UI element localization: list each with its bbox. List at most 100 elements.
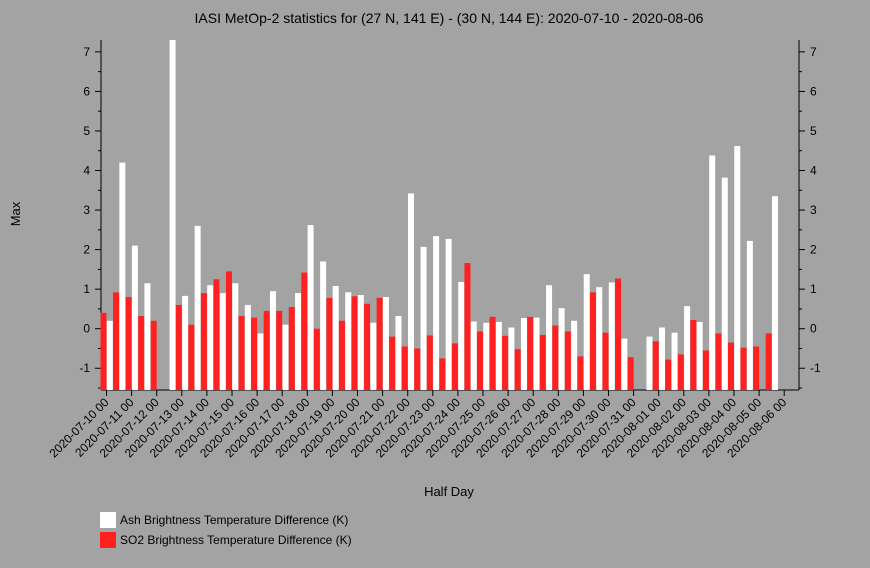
legend-label-so2: SO2 Brightness Temperature Difference (K… xyxy=(120,533,352,547)
y-tick-label-right: 4 xyxy=(810,164,817,178)
bar-so2 xyxy=(589,292,596,390)
bar-ash xyxy=(458,282,465,390)
bar-so2 xyxy=(702,350,709,390)
y-tick-label-left: 6 xyxy=(83,84,90,98)
bar-ash xyxy=(345,292,352,390)
bar-so2 xyxy=(150,320,157,390)
bar-ash xyxy=(207,285,214,390)
bar-so2 xyxy=(677,354,684,390)
bar-so2 xyxy=(326,297,333,390)
bar-so2 xyxy=(690,320,697,390)
bar-so2 xyxy=(477,331,483,390)
bar-ash xyxy=(596,287,603,390)
bar-so2 xyxy=(426,335,433,390)
y-tick-label-right: 2 xyxy=(810,243,817,257)
bar-so2 xyxy=(226,271,232,390)
bar-ash xyxy=(483,322,490,390)
x-axis-label: Half Day xyxy=(424,484,474,499)
bar-ash xyxy=(671,332,678,390)
y-tick-label-right: 6 xyxy=(810,84,817,98)
bar-ash xyxy=(119,162,126,390)
bar-so2 xyxy=(276,310,283,390)
bar-ash xyxy=(131,245,138,390)
y-tick-label-right: -1 xyxy=(810,361,821,375)
bar-ash xyxy=(470,321,477,390)
y-tick-label-right: 5 xyxy=(810,124,817,138)
bar-so2 xyxy=(263,310,270,390)
legend-swatch-so2 xyxy=(100,532,116,548)
bar-so2 xyxy=(200,293,207,390)
bar-ash xyxy=(194,225,201,390)
bar-so2 xyxy=(188,324,195,390)
bar-so2 xyxy=(301,272,308,390)
bar-so2 xyxy=(251,317,258,390)
bar-so2 xyxy=(527,316,534,390)
bar-so2 xyxy=(665,359,672,390)
bar-so2 xyxy=(615,278,622,390)
bar-ash xyxy=(408,193,414,390)
y-tick-label-right: 3 xyxy=(810,203,817,217)
bar-so2 xyxy=(728,342,734,390)
bar-ash xyxy=(709,155,716,390)
bar-so2 xyxy=(765,333,772,390)
bar-so2 xyxy=(125,297,132,390)
bar-ash xyxy=(307,225,314,390)
legend-label-ash: Ash Brightness Temperature Difference (K… xyxy=(120,513,348,527)
bar-ash xyxy=(282,324,289,390)
bar-ash xyxy=(746,240,753,390)
bar-ash xyxy=(684,306,691,390)
bar-so2 xyxy=(740,347,747,390)
bar-ash xyxy=(395,316,402,390)
bar-ash xyxy=(332,285,339,390)
bar-ash xyxy=(771,196,778,390)
bar-ash xyxy=(420,246,427,390)
y-tick-label-left: 2 xyxy=(83,243,90,257)
y-tick-label-right: 7 xyxy=(810,45,817,59)
bar-so2 xyxy=(376,297,383,390)
y-tick-label-right: 1 xyxy=(810,282,817,296)
bar-ash xyxy=(382,297,389,390)
bar-so2 xyxy=(401,346,408,390)
y-axis-left: -1 0 1 2 3 4 5 6 7 xyxy=(79,45,101,389)
bar-so2 xyxy=(213,279,220,390)
bar-ash xyxy=(182,295,189,390)
bar-so2 xyxy=(627,357,634,390)
bar-ash xyxy=(583,274,590,390)
bar-so2 xyxy=(602,332,609,390)
bar-so2 xyxy=(715,333,722,390)
bar-ash xyxy=(646,336,653,390)
bar-ash xyxy=(621,338,628,390)
bar-so2 xyxy=(489,316,496,390)
bar-ash xyxy=(433,236,440,390)
bar-ash xyxy=(357,295,364,390)
bar-so2 xyxy=(138,316,145,390)
bar-ash xyxy=(659,327,665,390)
bar-so2 xyxy=(313,328,320,390)
bar-so2 xyxy=(100,312,107,390)
bar-so2 xyxy=(238,316,245,390)
bar-ash xyxy=(508,327,515,390)
bar-ash xyxy=(295,293,302,390)
bar-so2 xyxy=(389,336,396,390)
bar-ash xyxy=(608,282,615,390)
bar-ash xyxy=(244,304,251,390)
bar-ash xyxy=(721,177,728,390)
bar-ash xyxy=(558,308,565,390)
y-axis-right: -1 0 1 2 3 4 5 6 7 xyxy=(799,45,821,389)
bar-so2 xyxy=(564,331,571,390)
y-tick-label-left: 4 xyxy=(83,164,90,178)
bar-so2 xyxy=(539,335,546,390)
y-tick-label-left: 1 xyxy=(83,282,90,296)
bar-so2 xyxy=(175,304,182,390)
bar-ash xyxy=(144,283,151,390)
bar-ash xyxy=(546,285,553,390)
bar-ash xyxy=(520,318,527,390)
bar-so2 xyxy=(338,320,345,390)
bar-so2 xyxy=(753,346,760,390)
bar-so2 xyxy=(439,358,446,390)
bar-ash xyxy=(445,238,452,390)
bar-ash xyxy=(320,261,327,390)
